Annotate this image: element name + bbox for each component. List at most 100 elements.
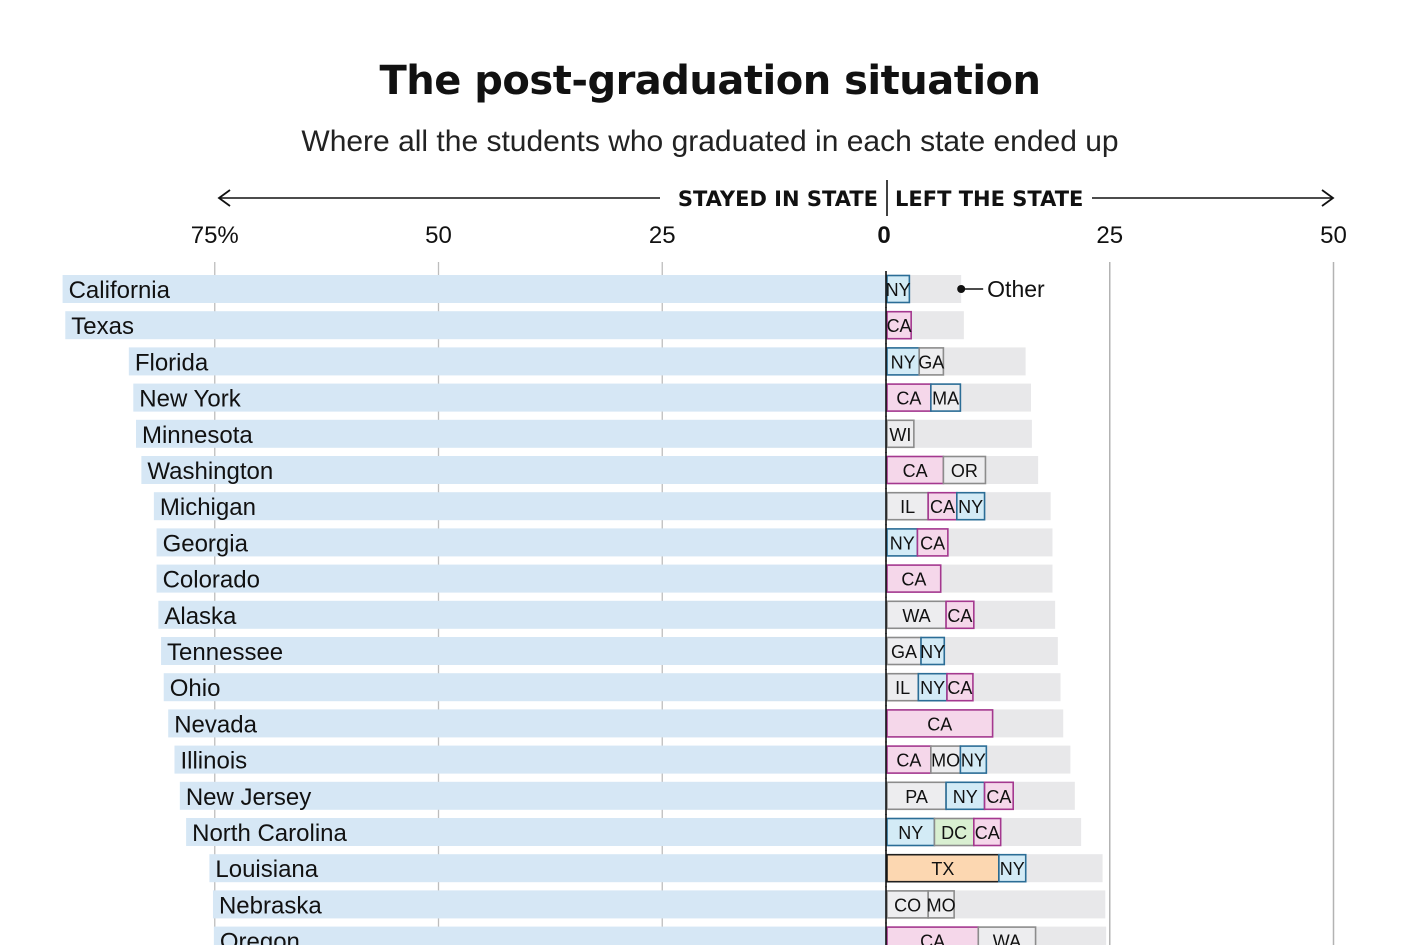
stayed-bar xyxy=(65,311,886,340)
state-label: Michigan xyxy=(160,494,256,521)
row-north-carolina: North Carolina NY DC CA xyxy=(186,814,1082,851)
row-tennessee: Tennessee GA NY xyxy=(161,633,1058,670)
row-illinois: Illinois CA MO NY xyxy=(174,741,1071,779)
dest-segment-ca xyxy=(886,564,942,593)
dest-label-ga: GA xyxy=(918,352,944,372)
dest-segment-ca xyxy=(983,781,1014,811)
stayed-bar xyxy=(161,637,887,665)
state-label: Nebraska xyxy=(219,892,322,919)
dest-label-ny: NY xyxy=(958,497,983,517)
dest-label-dc: DC xyxy=(941,823,967,843)
dest-segment-dc xyxy=(933,817,975,847)
stayed-bar xyxy=(62,275,887,303)
stayed-bar xyxy=(153,492,886,521)
dest-label-ca: CA xyxy=(930,497,955,517)
stayed-bar xyxy=(156,528,886,557)
state-label: Illinois xyxy=(180,748,247,775)
tick-labels: 75% 50 25 0 25 50 xyxy=(191,222,1347,249)
stayed-bar xyxy=(168,709,886,738)
dest-segment-wa xyxy=(977,926,1037,945)
dest-label-wa: WA xyxy=(902,606,930,626)
row-georgia: Georgia NY CA xyxy=(156,524,1053,562)
stayed-bar xyxy=(156,564,886,593)
row-louisiana: Louisiana TX NY xyxy=(209,850,1103,888)
state-label: Minnesota xyxy=(142,422,253,449)
dest-segment-ca xyxy=(886,383,932,412)
stayed-bar xyxy=(213,926,887,945)
tick-label-left-50: 50 xyxy=(425,222,452,249)
dest-label-mo: MO xyxy=(931,751,960,771)
dest-label-wa: WA xyxy=(993,932,1021,945)
dest-label-ca: CA xyxy=(986,787,1011,807)
stayed-bar xyxy=(212,890,886,919)
state-label: Tennessee xyxy=(167,639,283,666)
dest-label-ca: CA xyxy=(947,678,972,698)
state-label: Texas xyxy=(71,313,134,340)
dest-segment-ma xyxy=(930,383,962,412)
dest-label-or: OR xyxy=(951,461,978,481)
dest-segment-ca xyxy=(946,672,974,702)
dest-label-ga: GA xyxy=(891,642,917,662)
dest-label-ca: CA xyxy=(896,389,921,409)
chart-subtitle: Where all the students who graduated in … xyxy=(301,125,1119,158)
row-new-jersey: New Jersey PA NY CA xyxy=(179,777,1075,815)
dest-label-ca: CA xyxy=(901,570,926,590)
stayed-bar xyxy=(133,383,886,412)
dest-label-ca: CA xyxy=(920,932,945,945)
dest-label-mo: MO xyxy=(927,895,956,915)
dest-segment-ny xyxy=(956,491,986,521)
dest-segment-or xyxy=(942,455,987,485)
dest-segment-ca xyxy=(973,817,1002,847)
dest-label-tx: TX xyxy=(931,859,954,879)
row-colorado: Colorado CA xyxy=(156,560,1053,598)
row-nebraska: Nebraska CO MO xyxy=(212,886,1106,924)
dest-segment-ny xyxy=(886,347,921,376)
state-label: Florida xyxy=(135,349,209,376)
stayed-bar xyxy=(163,673,887,702)
right-arrow-head xyxy=(1321,189,1335,207)
state-label: Alaska xyxy=(164,603,237,630)
dest-segment-ca xyxy=(945,600,975,630)
row-minnesota: Minnesota WI xyxy=(135,415,1032,453)
dest-segment-ca xyxy=(886,455,945,485)
state-label: Washington xyxy=(147,458,273,485)
dest-segment-ny xyxy=(920,636,946,666)
stayed-bar xyxy=(135,419,887,448)
dest-label-il: IL xyxy=(900,497,915,517)
tick-label-left-25: 25 xyxy=(649,222,676,249)
tick-label-zero: 0 xyxy=(877,222,890,249)
stayed-bar xyxy=(158,600,887,629)
tick-label-right-25: 25 xyxy=(1096,222,1123,249)
dest-label-ny: NY xyxy=(890,533,915,553)
other-label: Other xyxy=(987,276,1045,302)
row-oregon: Oregon CA WA xyxy=(213,922,1107,945)
dest-label-ca: CA xyxy=(887,316,912,336)
dest-segment-ga xyxy=(886,636,922,666)
stayed-bar xyxy=(186,818,887,846)
state-label: New York xyxy=(139,386,241,413)
dest-segment-il xyxy=(886,491,929,521)
dest-segment-ca xyxy=(886,709,994,738)
dest-segment-il xyxy=(886,672,920,702)
row-florida: Florida NY GA xyxy=(128,343,1026,381)
dest-label-ny: NY xyxy=(898,823,923,843)
stayed-bar xyxy=(174,745,887,774)
stayed-bar xyxy=(128,347,886,376)
axis-header: STAYED IN STATE LEFT THE STATE xyxy=(217,180,1335,216)
dest-label-ca: CA xyxy=(903,461,928,481)
dest-segment-ny xyxy=(886,274,911,304)
stayed-in-state-label: STAYED IN STATE xyxy=(678,187,878,211)
dest-segment-mo xyxy=(927,890,955,919)
stayed-bar xyxy=(209,854,886,883)
state-label: Georgia xyxy=(163,530,249,557)
dest-segment-tx xyxy=(886,853,1000,883)
state-label: Oregon xyxy=(220,929,300,945)
left-arrow-head xyxy=(217,189,231,207)
dest-segment-wi xyxy=(886,419,915,449)
left-the-state-label: LEFT THE STATE xyxy=(895,187,1083,211)
dest-segment-ny xyxy=(998,853,1027,883)
dest-label-ca: CA xyxy=(927,714,952,734)
dest-label-co: CO xyxy=(894,895,921,915)
